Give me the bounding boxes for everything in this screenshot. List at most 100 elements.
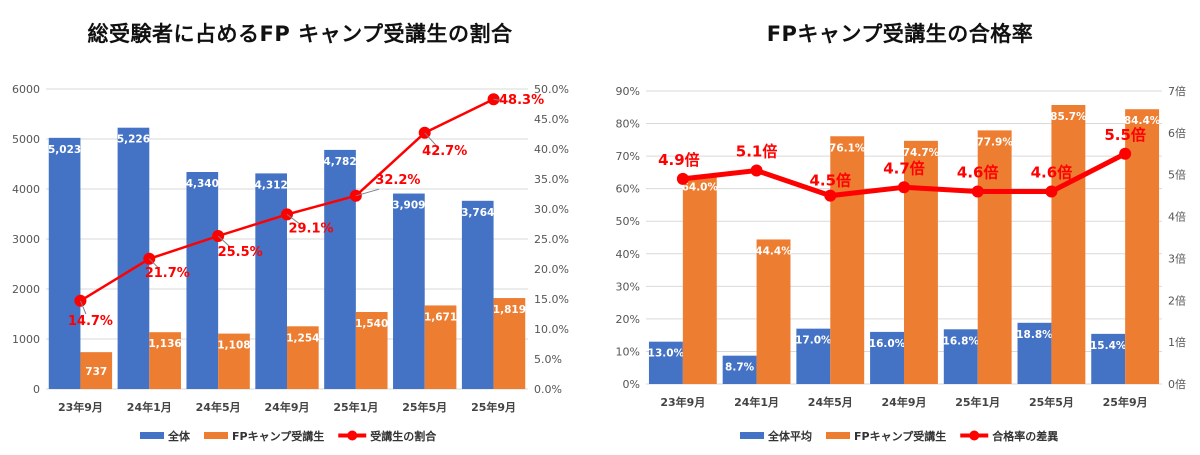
right-ratio-point xyxy=(676,172,689,185)
left-bar-fpcamp xyxy=(218,333,250,389)
right-y-left-tick: 70% xyxy=(616,150,640,163)
right-bar-average xyxy=(796,328,831,384)
left-ratio-label: 32.2% xyxy=(375,173,420,188)
right-y-right-tick: 0倍 xyxy=(1168,377,1186,391)
left-bar-label: 1,108 xyxy=(217,340,250,352)
right-ratio-point xyxy=(971,185,984,198)
left-y-right-tick: 20.0% xyxy=(534,263,569,276)
right-bar-average xyxy=(943,329,978,384)
right-y-left-tick: 10% xyxy=(616,345,640,358)
left-bar-label: 1,136 xyxy=(149,338,182,350)
left-bar-label: 1,254 xyxy=(286,332,319,344)
right-y-right-tick: 2倍 xyxy=(1168,293,1186,307)
right-bar-label: 74.7% xyxy=(903,147,940,159)
right-bar-label: 64.0% xyxy=(682,182,719,194)
right-y-left-tick: 80% xyxy=(616,118,640,131)
left-bar-fpcamp xyxy=(149,332,181,389)
right-x-tick: 24年9月 xyxy=(882,395,927,409)
right-y-right-tick: 3倍 xyxy=(1168,251,1186,265)
right-ratio-label: 4.7倍 xyxy=(883,159,925,177)
right-legend-swatch xyxy=(740,432,764,439)
right-bar-average xyxy=(648,341,683,384)
left-bar-total xyxy=(255,173,287,389)
right-x-tick: 25年5月 xyxy=(1029,395,1074,409)
left-y-right-tick: 0.0% xyxy=(534,383,562,396)
right-ratio-point xyxy=(1045,185,1058,198)
left-bar-label: 4,312 xyxy=(255,179,288,191)
right-bar-average xyxy=(1017,322,1052,384)
left-legend-label: 全体 xyxy=(167,429,191,443)
left-x-tick: 25年1月 xyxy=(333,400,378,414)
right-bar-average xyxy=(870,331,904,384)
chart-title-right: FPキャンプ受講生の合格率 xyxy=(766,22,1034,46)
left-legend-swatch xyxy=(204,432,228,439)
right-y-left-tick: 40% xyxy=(616,248,640,261)
left-legend-marker xyxy=(347,430,358,441)
left-legend-swatch xyxy=(140,432,164,439)
right-ratio-label: 5.5倍 xyxy=(1104,126,1146,144)
left-legend-label: FPキャンプ受講生 xyxy=(232,429,324,443)
left-bar-total xyxy=(324,149,356,389)
left-bar-label: 1,540 xyxy=(355,318,388,330)
left-bar-label: 5,023 xyxy=(48,144,81,156)
left-y-right-tick: 40.0% xyxy=(534,143,569,156)
left-y-right-tick: 15.0% xyxy=(534,293,569,306)
right-bar-label: 16.0% xyxy=(869,338,906,350)
right-ratio-label: 4.6倍 xyxy=(1031,163,1073,181)
right-bar-fpcamp xyxy=(682,175,717,384)
right-bar-label: 18.8% xyxy=(1016,329,1053,341)
left-ratio-label: 48.3% xyxy=(499,93,544,108)
left-x-tick: 24年1月 xyxy=(127,400,172,414)
left-bar-total xyxy=(48,137,81,389)
left-label-leader xyxy=(148,258,160,270)
right-ratio-label: 4.9倍 xyxy=(658,151,700,169)
left-ratio-label: 42.7% xyxy=(422,144,467,159)
right-y-right-tick: 7倍 xyxy=(1168,84,1186,98)
left-bar-fpcamp xyxy=(287,326,319,389)
left-bar-fpcamp xyxy=(493,298,526,389)
left-y-right-tick: 50.0% xyxy=(534,83,569,96)
left-y-right-tick: 25.0% xyxy=(534,233,569,246)
right-y-right-tick: 4倍 xyxy=(1168,210,1186,224)
left-y-right-tick: 45.0% xyxy=(534,113,569,126)
left-ratio-label: 29.1% xyxy=(288,221,333,236)
left-label-leader xyxy=(424,132,437,146)
left-bar-label: 1,819 xyxy=(493,304,526,316)
right-bar-label: 17.0% xyxy=(795,335,832,347)
left-bar-fpcamp xyxy=(424,305,457,389)
right-legend-label: 全体平均 xyxy=(767,429,812,443)
left-legend-label: 受講生の割合 xyxy=(370,429,437,443)
right-y-right-tick: 1倍 xyxy=(1168,335,1186,349)
right-bar-label: 13.0% xyxy=(648,348,685,360)
right-bar-label: 84.4% xyxy=(1124,115,1161,127)
right-bar-label: 15.4% xyxy=(1090,340,1127,352)
right-x-tick: 25年1月 xyxy=(955,395,1000,409)
right-legend-label: 合格率の差異 xyxy=(992,429,1058,443)
left-ratio-label: 21.7% xyxy=(145,266,190,281)
chart-title-left: 総受験者に占めるFP キャンプ受講生の割合 xyxy=(87,22,513,46)
right-bar-label: 16.8% xyxy=(943,335,980,347)
left-bar-label: 1,671 xyxy=(424,311,457,323)
left-y-right-tick: 35.0% xyxy=(534,173,569,186)
left-bar-label: 737 xyxy=(85,366,107,378)
left-y-right-tick: 30.0% xyxy=(534,203,569,216)
right-legend-label: FPキャンプ受講生 xyxy=(854,429,946,443)
right-legend-swatch xyxy=(826,432,850,439)
left-x-tick: 24年5月 xyxy=(196,400,241,414)
left-label-leader xyxy=(493,98,510,103)
right-x-tick: 23年9月 xyxy=(660,395,705,409)
left-y-left-tick: 2000 xyxy=(12,283,40,296)
left-label-leader xyxy=(286,213,301,225)
left-x-tick: 25年5月 xyxy=(402,400,447,414)
left-bar-total xyxy=(393,193,425,389)
right-bar-average xyxy=(1091,333,1126,384)
right-bar-fpcamp xyxy=(756,239,791,384)
right-ratio-point xyxy=(898,181,910,194)
left-bar-fpcamp xyxy=(80,352,113,389)
right-ratio-point xyxy=(1119,147,1132,160)
right-x-tick: 24年1月 xyxy=(734,395,779,409)
left-x-tick: 25年9月 xyxy=(471,400,516,414)
left-bar-label: 3,764 xyxy=(461,207,494,219)
left-y-left-tick: 1000 xyxy=(12,333,40,346)
left-bar-label: 3,909 xyxy=(392,200,425,212)
